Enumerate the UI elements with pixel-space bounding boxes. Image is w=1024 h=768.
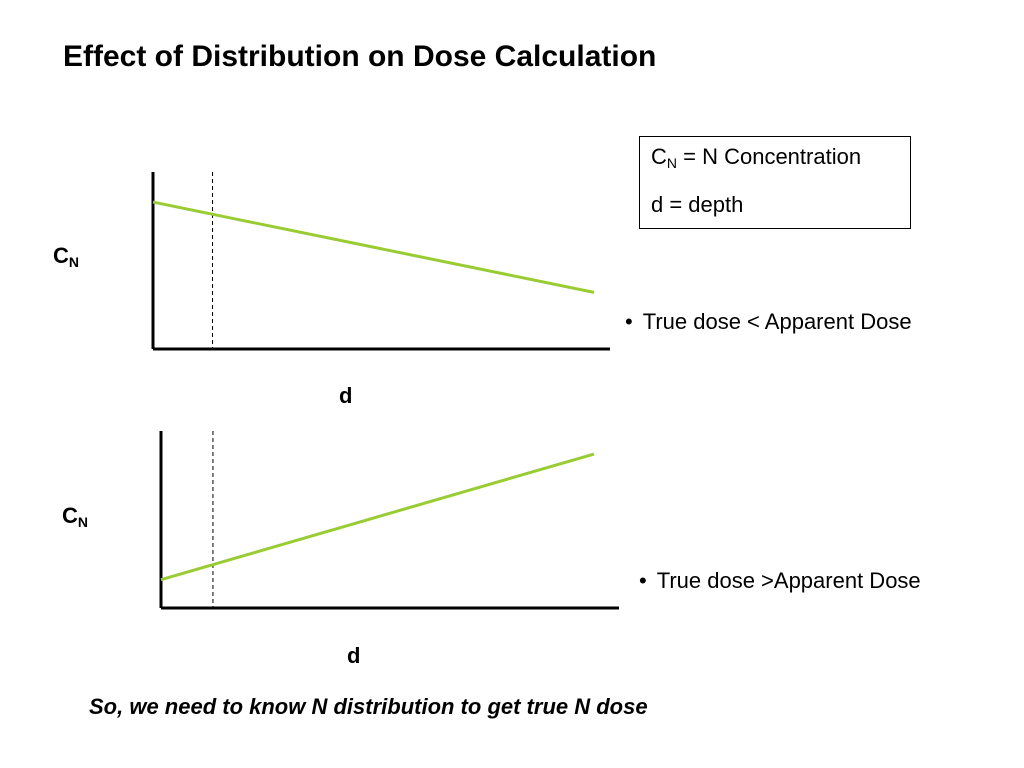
concentration-line [152, 200, 595, 294]
chart-1-y-label-sub: N [68, 254, 80, 270]
chart-1-y-label: CN [53, 243, 80, 270]
legend-d-definition: d = depth [651, 192, 744, 217]
legend-cn-definition: CN = N Concentration [651, 144, 910, 172]
legend-cn-subscript: N [666, 155, 678, 171]
chart-2-x-label: d [347, 643, 361, 668]
slide-title: Effect of Distribution on Dose Calculati… [63, 40, 657, 73]
chart-2-y-label-sub: N [77, 514, 89, 530]
bullet-dot: • [639, 568, 647, 593]
chart-1-bullet-text: True dose < Apparent Dose [642, 309, 912, 334]
legend-cn-symbol: C [651, 144, 667, 169]
legend-cn-text: = N Concentration [677, 144, 862, 169]
legend-box: CN = N Concentration d = depth [639, 136, 911, 229]
chart-2-bullet: • True dose >Apparent Dose [639, 568, 921, 594]
chart-1-x-label: d [339, 383, 353, 408]
chart-2-bullet-text: True dose >Apparent Dose [656, 568, 921, 593]
bullet-dot: • [625, 309, 633, 334]
concentration-line [160, 452, 595, 582]
chart-2-y-label-main: C [62, 503, 78, 528]
conclusion-text: So, we need to know N distribution to ge… [89, 694, 648, 719]
chart-1-bullet: • True dose < Apparent Dose [625, 309, 912, 335]
chart-2-y-label: CN [62, 503, 89, 530]
chart-1-y-label-main: C [53, 243, 69, 268]
